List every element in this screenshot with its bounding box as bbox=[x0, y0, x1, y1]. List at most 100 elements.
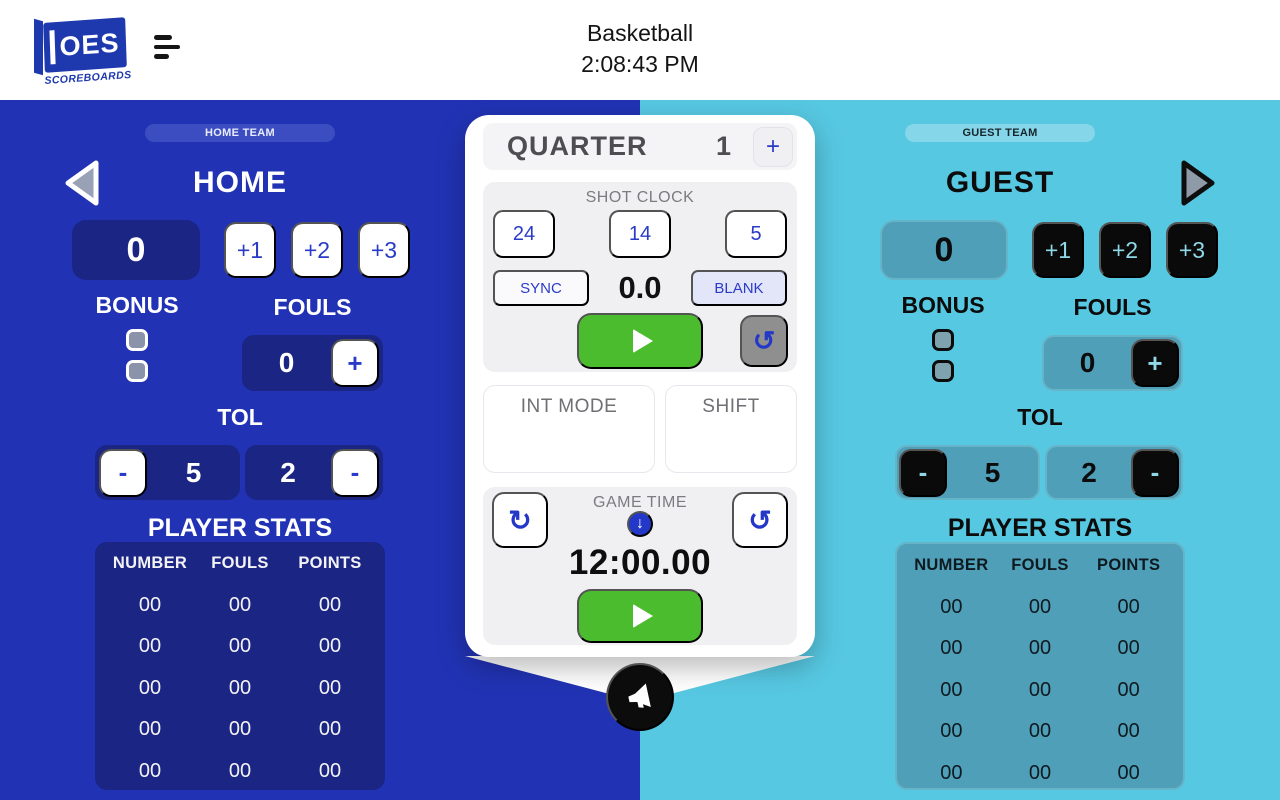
home-plus3-button[interactable]: +3 bbox=[358, 222, 410, 278]
megaphone-icon bbox=[628, 683, 651, 708]
shot-clock-value: 0.0 bbox=[618, 270, 662, 305]
game-time-play-button[interactable] bbox=[577, 589, 703, 643]
home-tol-left-minus-button[interactable]: - bbox=[99, 448, 147, 497]
home-stats-header: FOULS bbox=[211, 554, 269, 572]
shot-clock-title: SHOT CLOCK bbox=[585, 189, 695, 206]
home-plus1-button[interactable]: +1 bbox=[224, 222, 276, 278]
guest-team-pill: GUEST TEAM bbox=[905, 124, 1095, 142]
home-plus2-button[interactable]: +2 bbox=[291, 222, 343, 278]
guest-possession-arrow-icon[interactable] bbox=[1172, 158, 1220, 208]
stats-cell: 00 bbox=[228, 635, 252, 658]
guest-stats-header: POINTS bbox=[1097, 556, 1161, 574]
guest-tol-label: TOL bbox=[1017, 404, 1063, 430]
stats-cell: 00 bbox=[138, 593, 162, 616]
game-time-panel: GAME TIME ↻ ↓ ↺ 12:00.00 bbox=[483, 487, 797, 645]
shot-clock-14-button[interactable]: 14 bbox=[609, 210, 671, 258]
stats-cell: 00 bbox=[228, 676, 252, 699]
home-stats-header: POINTS bbox=[298, 554, 362, 572]
guest-fouls-value: 0 bbox=[1079, 347, 1096, 378]
stats-cell: 00 bbox=[138, 759, 162, 782]
guest-score-display: 0 bbox=[880, 220, 1008, 280]
stats-cell: 00 bbox=[228, 718, 252, 741]
game-time-title: GAME TIME bbox=[593, 494, 687, 511]
stats-cell: 00 bbox=[318, 759, 342, 782]
stats-cell: 00 bbox=[940, 637, 963, 660]
home-tol-right-box: 2 - bbox=[245, 445, 383, 500]
play-icon bbox=[633, 329, 653, 353]
home-fouls-add-button[interactable]: + bbox=[331, 339, 379, 387]
stats-cell: 00 bbox=[1028, 595, 1052, 618]
shot-clock-5-button[interactable]: 5 bbox=[725, 210, 787, 258]
guest-plus1-button[interactable]: +1 bbox=[1032, 222, 1084, 278]
shot-clock-controls: ↺ bbox=[483, 313, 797, 369]
stats-cell: 00 bbox=[1117, 761, 1140, 784]
rotate-cw-icon[interactable]: ↻ bbox=[492, 492, 548, 548]
home-tol-right-value: 2 bbox=[280, 456, 296, 488]
shot-clock-sync-row: SYNC 0.0 BLANK bbox=[493, 270, 787, 306]
guest-fouls-label: FOULS bbox=[1073, 294, 1152, 320]
stats-cell: 00 bbox=[1028, 720, 1052, 743]
arrow-down-circle-icon[interactable]: ↓ bbox=[627, 511, 653, 537]
guest-bonus-indicator-1[interactable] bbox=[932, 329, 954, 351]
guest-stats-row: 00 00 00 bbox=[907, 712, 1173, 753]
horn-button[interactable] bbox=[606, 663, 674, 731]
home-stats-header: NUMBER bbox=[112, 554, 188, 572]
stats-cell: 00 bbox=[318, 718, 342, 741]
app-header: OES SCOREBOARDS Basketball 2:08:43 PM bbox=[0, 0, 1280, 100]
sync-button[interactable]: SYNC bbox=[493, 270, 589, 306]
guest-stats-header: NUMBER bbox=[914, 556, 989, 574]
shot-clock-reset-icon[interactable]: ↺ bbox=[740, 315, 788, 367]
guest-plus2-button[interactable]: +2 bbox=[1099, 222, 1151, 278]
shot-clock-play-button[interactable] bbox=[577, 313, 703, 369]
home-team-pill: HOME TEAM bbox=[145, 124, 335, 142]
quarter-add-button[interactable]: + bbox=[753, 126, 793, 167]
guest-fouls-box: 0 + bbox=[1042, 335, 1183, 391]
game-time-value[interactable]: 12:00.00 bbox=[568, 543, 712, 582]
guest-fouls-add-button[interactable]: + bbox=[1131, 339, 1179, 387]
int-mode-toggle[interactable]: INT MODE bbox=[483, 385, 655, 473]
stats-cell: 00 bbox=[1028, 761, 1052, 784]
stats-cell: 00 bbox=[228, 593, 252, 616]
blank-button[interactable]: BLANK bbox=[690, 270, 787, 306]
home-bonus-label: BONUS bbox=[95, 292, 179, 318]
home-stats-header-row: NUMBER FOULS POINTS bbox=[105, 554, 375, 584]
home-team-name: HOME bbox=[193, 166, 287, 199]
home-stats-row: 00 00 00 bbox=[105, 710, 375, 751]
home-stats-row: 00 00 00 bbox=[105, 668, 375, 709]
stats-cell: 00 bbox=[1028, 637, 1052, 660]
stats-cell: 00 bbox=[940, 678, 963, 701]
home-tol-right-minus-button[interactable]: - bbox=[331, 448, 379, 497]
guest-bonus-indicator-2[interactable] bbox=[932, 360, 954, 382]
guest-plus3-button[interactable]: +3 bbox=[1166, 222, 1218, 278]
home-stats-title: PLAYER STATS bbox=[147, 514, 333, 542]
stats-cell: 00 bbox=[318, 593, 342, 616]
logo-side-shape bbox=[34, 18, 43, 76]
guest-team-name: GUEST bbox=[945, 166, 1055, 199]
menu-bar bbox=[154, 54, 169, 59]
home-fouls-box: 0 + bbox=[242, 335, 383, 391]
home-score-display: 0 bbox=[72, 220, 200, 280]
menu-icon[interactable] bbox=[154, 35, 186, 65]
guest-stats-row: 00 00 00 bbox=[907, 629, 1173, 670]
home-tol-label: TOL bbox=[217, 404, 263, 430]
guest-tol-right-minus-button[interactable]: - bbox=[1131, 448, 1179, 497]
play-icon bbox=[633, 604, 653, 628]
guest-tol-left-minus-button[interactable]: - bbox=[899, 448, 947, 497]
oes-logo: OES SCOREBOARDS bbox=[28, 12, 132, 90]
guest-stats-title: PLAYER STATS bbox=[947, 514, 1133, 542]
rotate-ccw-icon[interactable]: ↺ bbox=[732, 492, 788, 548]
home-possession-arrow-icon[interactable] bbox=[60, 158, 108, 208]
home-bonus-indicator-2[interactable] bbox=[126, 360, 148, 382]
quarter-bar: QUARTER 1 + bbox=[483, 123, 797, 170]
shot-clock-24-button[interactable]: 24 bbox=[493, 210, 555, 258]
shift-toggle[interactable]: SHIFT bbox=[665, 385, 797, 473]
stats-cell: 00 bbox=[1028, 678, 1052, 701]
home-tol-left-box: - 5 bbox=[95, 445, 240, 500]
guest-stats-row: 00 00 00 bbox=[907, 753, 1173, 794]
home-bonus-indicator-1[interactable] bbox=[126, 329, 148, 351]
guest-stats-header-row: NUMBER FOULS POINTS bbox=[907, 556, 1173, 586]
header-center: Basketball 2:08:43 PM bbox=[440, 18, 840, 80]
guest-stats-row: 00 00 00 bbox=[907, 587, 1173, 628]
guest-stats-table: NUMBER FOULS POINTS 00 00 00 00 00 00 00… bbox=[895, 542, 1185, 790]
